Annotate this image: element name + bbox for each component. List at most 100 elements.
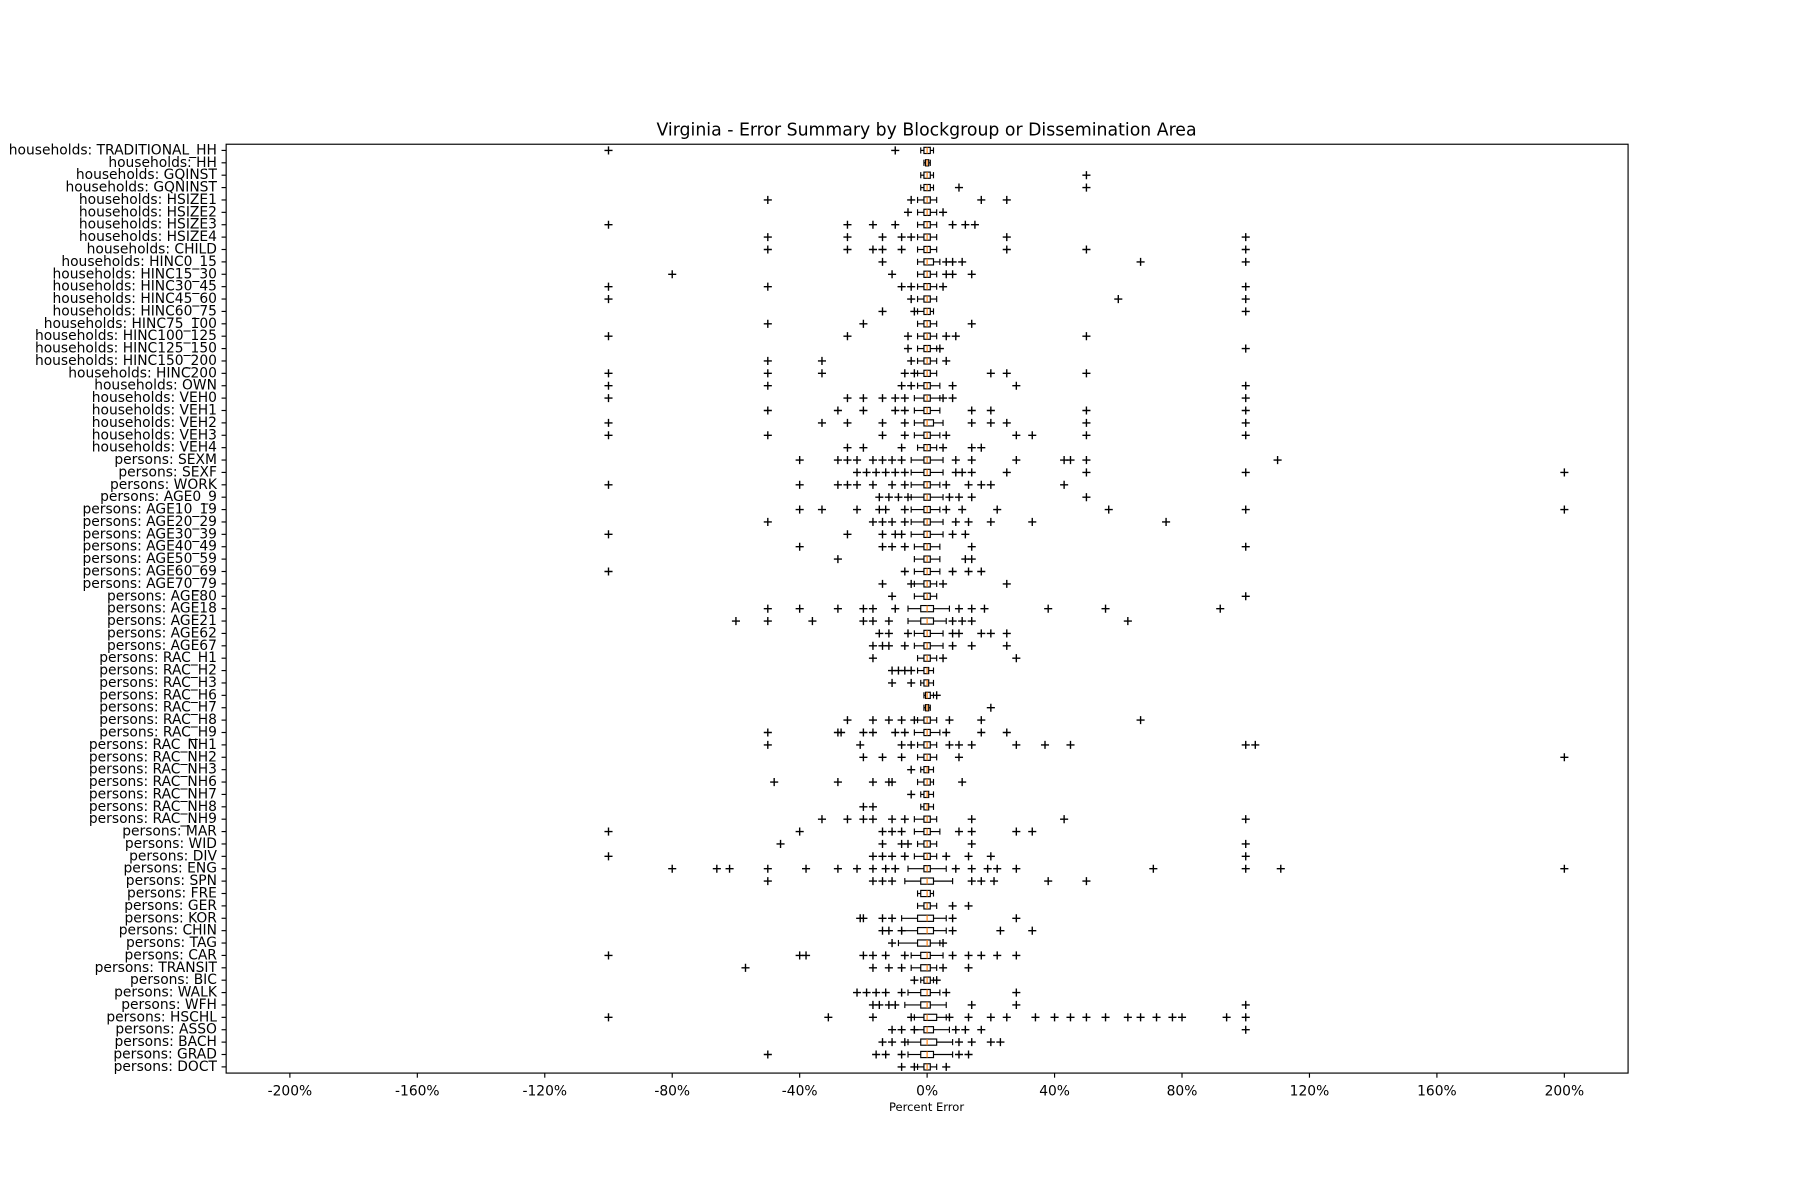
flier [878,394,887,403]
flier [878,530,887,539]
flier [1040,740,1050,749]
flier [942,505,951,514]
flier [948,530,957,539]
flier [888,480,897,489]
flier [763,319,772,328]
flier [942,332,951,341]
flier [1002,641,1011,650]
flier [1066,740,1075,749]
y-tick-label: persons: WORK [110,477,218,493]
flier [875,1000,884,1010]
flier [897,1050,906,1059]
flier [888,517,897,527]
flier [843,394,852,403]
flier [1136,716,1145,725]
flier [989,877,999,886]
flier [1082,418,1091,427]
flier [888,815,897,824]
flier [951,517,960,527]
flier [907,666,916,675]
flier [763,740,772,749]
flier [986,480,995,489]
y-tick-label: persons: FRE [127,885,217,901]
flier [958,505,967,514]
y-tick-label: households: HH [108,155,217,171]
flier [910,716,919,725]
flier [996,1038,1005,1047]
x-tick-label: -80% [654,1084,690,1100]
flier [1002,468,1011,477]
flier [763,517,772,527]
y-tick-label: persons: RAC_NH3 [89,762,217,778]
flier [1002,579,1011,588]
flier [878,431,887,440]
y-tick-label: persons: WALK [114,985,218,1001]
flier [948,951,957,960]
flier [868,245,877,254]
flier [1082,1013,1091,1022]
flier [891,394,900,403]
flier [961,530,970,539]
y-tick-label: persons: MAR [122,824,217,840]
flier [1560,753,1569,762]
y-tick-label: households: HINC125_150 [35,341,217,357]
flier [951,332,960,341]
flier [881,864,890,873]
flier [1012,864,1021,873]
flier [954,629,964,638]
flier [604,332,613,341]
flier [1012,381,1021,390]
flier [945,716,954,725]
flier [935,344,944,353]
flier [897,443,906,452]
flier [817,356,827,365]
flier [868,604,877,613]
flier [964,1050,973,1059]
flier [1241,418,1250,427]
flier [868,728,877,737]
flier [897,1062,906,1071]
flier [878,579,887,588]
flier [948,641,957,650]
box [920,1038,938,1046]
y-tick-label: households: HSIZE3 [79,217,217,233]
flier [967,418,976,427]
y-tick-label: households: CHILD [87,242,217,258]
y-tick-label: persons: AGE60_69 [82,564,216,580]
flier [900,951,909,960]
flier [900,517,909,527]
flier [977,480,986,489]
flier [900,369,909,378]
flier [1241,1000,1250,1010]
y-tick-label: persons: RAC_H2 [99,663,217,679]
flier [1028,431,1037,440]
flier [1241,864,1250,873]
flier [967,641,976,650]
flier [1241,245,1250,254]
flier [945,740,954,749]
flier [900,468,909,477]
flier [891,220,900,229]
x-tick-label: 120% [1290,1084,1330,1100]
flier [1241,740,1250,749]
flier [868,951,877,960]
flier [878,914,887,923]
flier [1082,332,1091,341]
flier [897,926,906,935]
y-tick-label: households: HINC150_200 [35,353,217,369]
flier [878,852,887,861]
flier [1168,1013,1177,1022]
y-tick-label: households: HINC30_45 [53,279,217,295]
flier [862,468,871,477]
flier [910,307,919,316]
y-tick-label: persons: RAC_NH2 [89,749,217,765]
y-tick-label: persons: RAC_H7 [99,700,217,716]
box [920,1001,931,1009]
flier [967,443,976,452]
x-tick-label: -200% [268,1084,313,1100]
flier [878,827,887,836]
y-tick-label: persons: SPN [126,873,217,889]
flier [859,604,868,613]
flier [604,951,613,960]
flier [948,394,957,403]
